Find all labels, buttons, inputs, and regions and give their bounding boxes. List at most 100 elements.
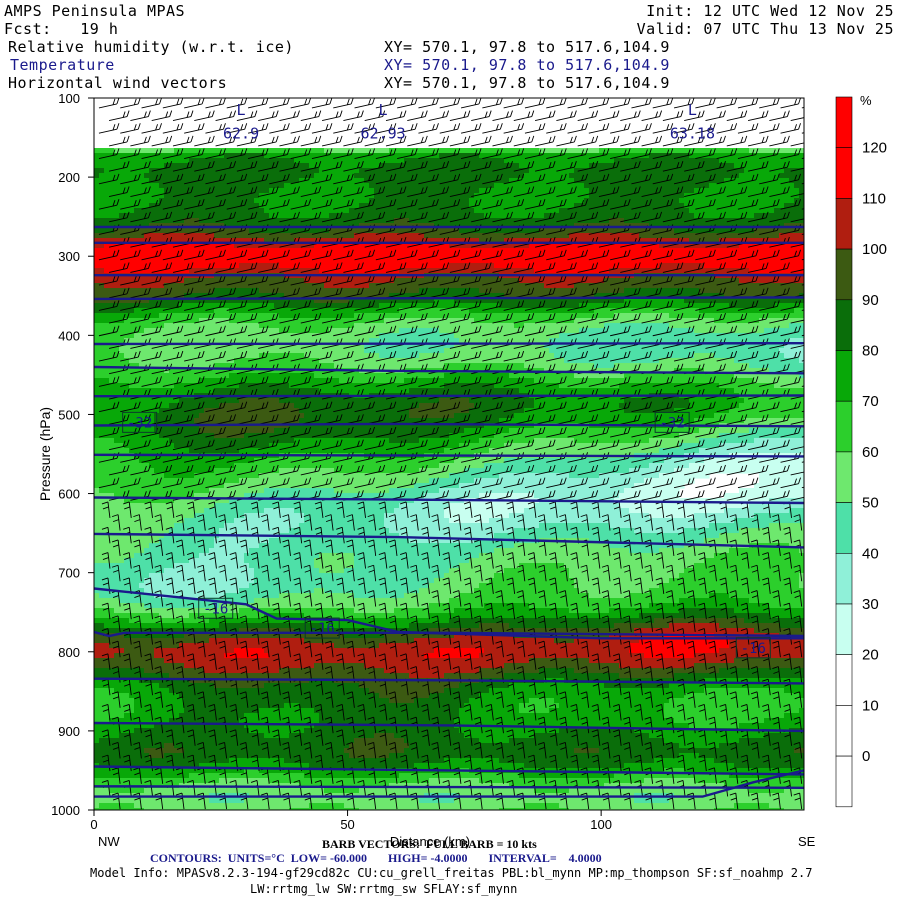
wind-barb	[215, 186, 237, 197]
wind-barb	[482, 249, 503, 261]
wind-barb	[695, 426, 716, 438]
rh-fill-cell	[94, 343, 120, 349]
wind-barb	[154, 615, 164, 632]
rh-fill-cell	[114, 493, 195, 499]
wind-barb	[236, 110, 258, 122]
rh-fill-cell	[104, 283, 165, 289]
rh-fill-cell	[699, 753, 804, 759]
wind-barb	[172, 186, 194, 197]
rh-fill-cell	[504, 293, 595, 299]
rh-fill-cell	[734, 518, 804, 524]
wind-barb	[719, 704, 729, 721]
wind-barb	[567, 325, 588, 337]
wind-barb	[641, 464, 663, 476]
rh-fill-cell	[219, 623, 325, 629]
wind-barb	[151, 211, 173, 223]
rh-fill-cell	[264, 208, 350, 214]
wind-barb	[165, 653, 175, 670]
wind-barb	[684, 135, 705, 147]
rh-fill-cell	[514, 543, 610, 549]
wind-barb	[162, 173, 184, 185]
rh-fill-cell	[94, 443, 125, 449]
rh-fill-cell	[574, 318, 715, 324]
rh-fill-cell	[94, 508, 205, 514]
rh-fill-cell	[199, 318, 230, 324]
rh-fill-cell	[594, 293, 725, 299]
contour-label: -32	[127, 415, 152, 431]
rh-fill-cell	[769, 603, 804, 609]
rh-fill-cell	[749, 428, 804, 434]
rh-fill-cell	[754, 213, 804, 219]
wind-barb	[333, 426, 354, 438]
rh-fill-cell	[529, 603, 650, 609]
wind-barb	[290, 325, 312, 337]
rh-fill-cell	[409, 623, 480, 629]
y-tick-label: 100	[58, 91, 80, 106]
rh-fill-cell	[459, 338, 550, 344]
wind-barb	[729, 514, 739, 531]
rh-fill-cell	[199, 428, 275, 434]
rh-fill-cell	[704, 263, 804, 269]
wind-barb	[567, 350, 588, 362]
wind-barb	[187, 602, 196, 620]
wind-barb	[716, 123, 738, 134]
wind-barb	[354, 249, 375, 261]
wind-barb	[506, 704, 516, 721]
rh-fill-cell	[94, 153, 225, 159]
rh-fill-cell	[149, 543, 215, 549]
wind-barb	[641, 211, 663, 223]
wind-barb	[580, 514, 590, 531]
wind-barb	[439, 199, 461, 210]
rh-fill-cell	[244, 713, 320, 719]
wind-barb	[247, 123, 269, 134]
wind-barb	[591, 704, 601, 721]
wind-barb	[407, 211, 428, 223]
wind-barb	[357, 577, 366, 594]
rh-fill-cell	[544, 368, 675, 374]
wind-barb	[759, 325, 780, 337]
wind-barb	[208, 552, 217, 569]
wind-barb	[205, 477, 226, 489]
wind-barb	[546, 199, 567, 210]
rh-fill-cell	[304, 773, 400, 779]
wind-barb	[354, 199, 375, 210]
wind-barb	[239, 691, 249, 708]
rh-fill-cell	[764, 733, 804, 739]
wind-barb	[336, 602, 345, 620]
rh-fill-cell	[164, 163, 310, 169]
rh-fill-cell	[449, 618, 655, 624]
rh-fill-cell	[249, 548, 495, 554]
wind-barb	[357, 602, 366, 620]
wind-barb	[687, 514, 696, 531]
rh-fill-cell	[794, 198, 804, 204]
wind-barb	[492, 161, 513, 172]
wind-barb	[439, 123, 461, 134]
wind-barb	[385, 135, 407, 147]
wind-barb	[673, 173, 695, 185]
wind-barb	[559, 666, 568, 683]
rh-fill-cell	[199, 763, 310, 769]
rh-fill-cell	[259, 288, 420, 294]
rh-fill-cell	[759, 473, 804, 479]
wind-barb	[269, 199, 290, 210]
wind-barb	[303, 564, 313, 582]
contour-label-box	[122, 411, 158, 433]
wind-barb	[397, 148, 418, 159]
wind-barb	[516, 564, 526, 582]
wind-barb	[812, 111, 832, 121]
rh-fill-cell	[559, 803, 735, 809]
wind-barb	[463, 552, 473, 569]
rh-fill-cell	[214, 683, 265, 689]
wind-barb	[652, 477, 674, 489]
wind-barb	[215, 464, 237, 476]
wind-barb	[623, 691, 632, 708]
rh-fill-cell	[134, 333, 380, 339]
wind-barb	[644, 742, 654, 759]
rh-fill-cell	[94, 438, 115, 444]
wind-barb	[673, 199, 695, 210]
wind-barb	[133, 615, 142, 632]
wind-barb	[144, 754, 153, 772]
rh-fill-cell	[449, 518, 490, 524]
wind-barb	[236, 464, 258, 476]
rh-fill-cell	[94, 188, 165, 194]
